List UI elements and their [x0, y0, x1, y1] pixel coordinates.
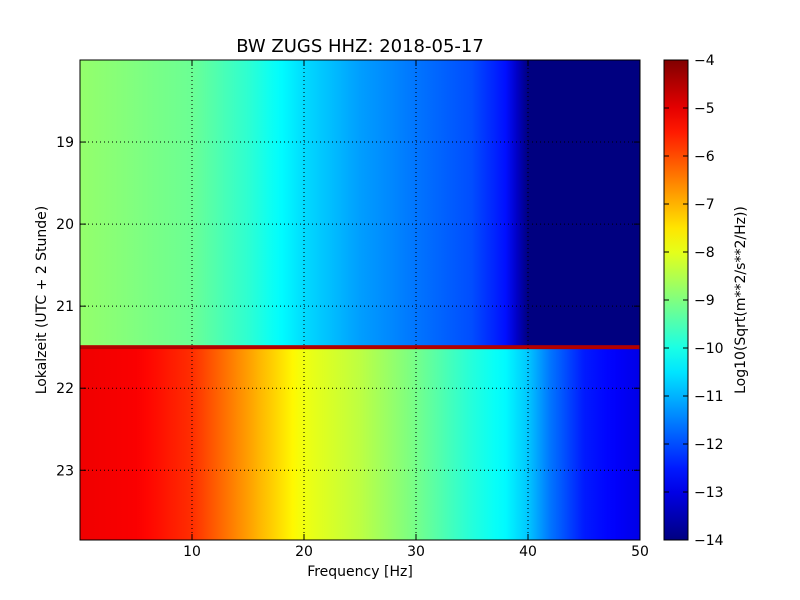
grid — [80, 60, 640, 540]
colorbar-label: Log10(Sqrt(m**2/s**2/Hz)) — [733, 206, 749, 394]
y-tick-label: 20 — [56, 217, 74, 233]
heatmap-segment — [80, 347, 640, 540]
heatmap — [80, 60, 640, 540]
colorbar-tick-label: −12 — [694, 437, 724, 453]
x-tick-label: 40 — [519, 544, 537, 560]
colorbar-tick-label: −10 — [694, 341, 724, 357]
y-tick-label: 23 — [56, 463, 74, 479]
y-axis: 19 20 21 22 23 — [56, 135, 640, 479]
y-tick-label: 19 — [56, 135, 74, 151]
chart-title: BW ZUGS HHZ: 2018-05-17 — [236, 36, 484, 57]
heatmap-band — [80, 345, 640, 350]
x-tick-label: 30 — [407, 544, 425, 560]
y-axis-label: Lokalzeit (UTC + 2 Stunde) — [34, 206, 50, 395]
x-tick-label: 50 — [631, 544, 649, 560]
colorbar-tick-label: −5 — [694, 101, 715, 117]
colorbar-tick-label: −8 — [694, 245, 715, 261]
heatmap-segment — [80, 60, 640, 348]
colorbar-tick-label: −14 — [694, 533, 724, 549]
y-tick-label: 21 — [56, 299, 74, 315]
x-axis-label: Frequency [Hz] — [307, 564, 413, 580]
colorbar-tick-label: −7 — [694, 197, 715, 213]
colorbar-tick-label: −13 — [694, 485, 724, 501]
x-tick-label: 10 — [183, 544, 201, 560]
colorbar-tick-label: −11 — [694, 389, 724, 405]
colorbar-tick-label: −9 — [694, 293, 715, 309]
x-tick-label: 20 — [295, 544, 313, 560]
colorbar-tick-label: −4 — [694, 53, 715, 69]
colorbar-tick-label: −6 — [694, 149, 715, 165]
plot-frame — [79, 59, 641, 541]
x-axis: 10 20 30 40 50 — [183, 60, 649, 560]
colorbar: −4 −5 −6 −7 −8 −9 −10 −11 −12 −13 −14 — [663, 53, 724, 549]
y-tick-label: 22 — [56, 381, 74, 397]
